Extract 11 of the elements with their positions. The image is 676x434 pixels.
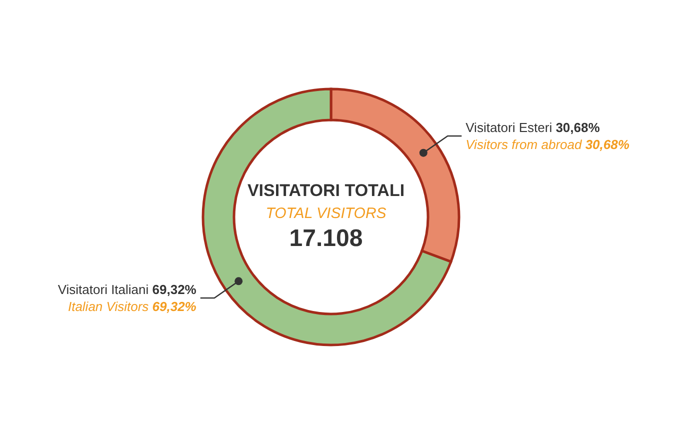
text: 17.108 bbox=[289, 225, 363, 252]
text: Visitors from abroad bbox=[466, 137, 582, 152]
text: Italian Visitors bbox=[68, 298, 149, 314]
data-label: 30,68% bbox=[552, 120, 600, 136]
slice-label: Visitatori Italiani bbox=[58, 282, 149, 297]
data-label: 69,32% bbox=[148, 282, 197, 297]
text: 69,32% bbox=[152, 298, 196, 314]
text: TOTAL VISITORS bbox=[266, 205, 386, 222]
text: 30,68% bbox=[585, 137, 630, 152]
slice-label: Visitatori Esteri bbox=[466, 120, 552, 136]
text: VISITATORI TOTALI bbox=[247, 181, 405, 200]
